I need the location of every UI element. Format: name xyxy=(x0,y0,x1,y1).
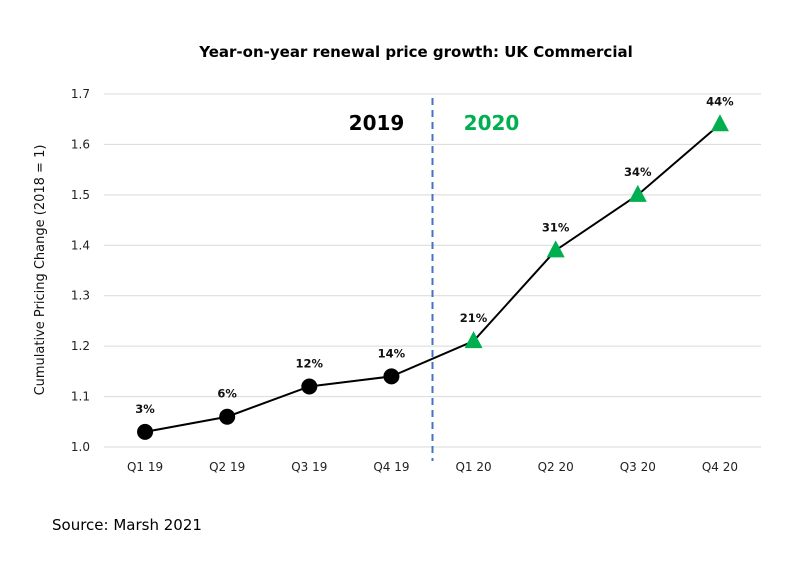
x-tick-label: Q1 20 xyxy=(455,460,491,474)
y-tick-label: 1.7 xyxy=(71,87,90,101)
y-tick-label: 1.5 xyxy=(71,188,90,202)
circle-marker xyxy=(301,378,318,395)
annotation-2020: 2020 xyxy=(464,111,520,135)
series-markers xyxy=(137,114,729,440)
y-tick-label: 1.3 xyxy=(71,289,90,303)
chart-title: Year-on-year renewal price growth: UK Co… xyxy=(198,43,632,61)
annotation-2019: 2019 xyxy=(349,111,405,135)
data-label: 31% xyxy=(542,220,570,234)
x-tick-label: Q4 19 xyxy=(373,460,409,474)
y-axis-label: Cumulative Pricing Change (2018 = 1) xyxy=(33,145,48,396)
x-tick-label: Q2 19 xyxy=(209,460,245,474)
data-label: 34% xyxy=(624,165,652,179)
data-label: 6% xyxy=(217,387,237,401)
x-tick-label: Q4 20 xyxy=(702,460,738,474)
y-tick-label: 1.0 xyxy=(71,440,90,454)
x-tick-label: Q3 19 xyxy=(291,460,327,474)
triangle-marker xyxy=(464,331,483,349)
x-tick-label: Q3 20 xyxy=(620,460,656,474)
data-labels: 3% 6% 12% 14% 21% 31% 34% 44% xyxy=(135,94,734,416)
y-tick-label: 1.1 xyxy=(71,390,90,404)
y-tick-label: 1.6 xyxy=(71,137,90,151)
data-label: 14% xyxy=(378,346,406,360)
source-note: Source: Marsh 2021 xyxy=(52,516,202,534)
circle-marker xyxy=(219,408,236,425)
series-line xyxy=(144,123,721,433)
triangle-marker xyxy=(710,114,729,132)
data-label: 44% xyxy=(706,94,734,108)
x-axis-ticks: Q1 19 Q2 19 Q3 19 Q4 19 Q1 20 Q2 20 Q3 20 Q4 20 xyxy=(127,460,738,474)
x-tick-label: Q2 20 xyxy=(538,460,574,474)
triangle-marker xyxy=(628,184,647,202)
y-axis-ticks: 1.0 1.1 1.2 1.3 1.4 1.5 1.6 1.7 xyxy=(71,87,90,454)
circle-marker xyxy=(137,423,154,440)
circle-marker xyxy=(383,368,400,385)
y-tick-label: 1.4 xyxy=(71,238,90,252)
x-tick-label: Q1 19 xyxy=(127,460,163,474)
y-tick-label: 1.2 xyxy=(71,339,90,353)
data-label: 12% xyxy=(296,356,324,370)
data-label: 3% xyxy=(135,402,155,416)
data-label: 21% xyxy=(460,311,488,325)
triangle-marker xyxy=(546,240,565,258)
